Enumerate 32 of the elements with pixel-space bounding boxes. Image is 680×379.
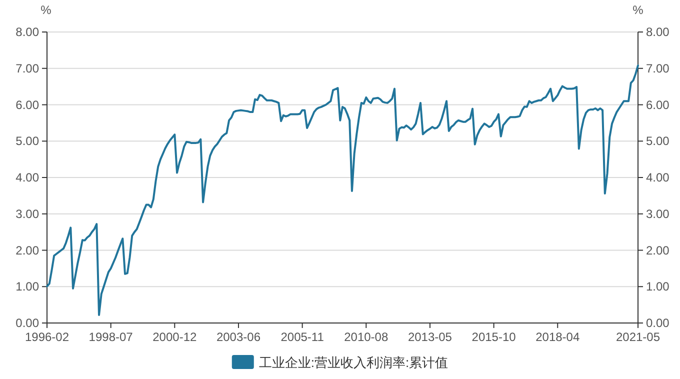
y-tick-label: 8.00 bbox=[16, 25, 40, 39]
y-tick-label: 7.00 bbox=[16, 61, 40, 76]
x-tick-label: 2005-11 bbox=[280, 330, 324, 344]
y2-tick-label: 5.00 bbox=[646, 134, 670, 148]
x-tick-label: 2021-05 bbox=[616, 330, 660, 344]
y-axis-title: % bbox=[40, 3, 52, 17]
x-tick-label: 1998-07 bbox=[88, 330, 134, 344]
y-tick-label: 5.00 bbox=[16, 134, 40, 148]
x-tick-label: 2013-05 bbox=[408, 330, 452, 344]
y2-tick-label: 8.00 bbox=[646, 25, 670, 39]
line-series bbox=[46, 64, 639, 316]
y2-axis-title: % bbox=[632, 3, 644, 17]
y2-tick-label: 2.00 bbox=[646, 243, 670, 258]
y-tick-label: 6.00 bbox=[16, 98, 40, 112]
x-tick-label: 2018-04 bbox=[536, 330, 580, 344]
x-tick-label: 2000-12 bbox=[152, 330, 197, 344]
y2-tick-label: 7.00 bbox=[646, 61, 670, 76]
y-tick-label: 2.00 bbox=[16, 243, 40, 258]
y-tick-label: 1.00 bbox=[16, 280, 40, 294]
y2-tick-label: 0.00 bbox=[646, 316, 670, 330]
legend-label: 工业企业:营业收入利润率:累计值 bbox=[258, 355, 448, 370]
y-tick-label: 3.00 bbox=[16, 206, 40, 221]
y2-tick-label: 6.00 bbox=[646, 98, 670, 112]
y-tick-label: 4.00 bbox=[16, 170, 40, 184]
x-tick-label: 2015-10 bbox=[472, 330, 516, 344]
y2-tick-label: 1.00 bbox=[646, 280, 670, 294]
x-tick-label: 1996-02 bbox=[24, 330, 70, 344]
x-tick-label: 2010-08 bbox=[344, 330, 388, 344]
y2-tick-label: 4.00 bbox=[646, 170, 670, 184]
y2-tick-label: 3.00 bbox=[646, 206, 670, 221]
x-tick-label: 2003-06 bbox=[216, 330, 261, 344]
y-tick-label: 0.00 bbox=[16, 316, 40, 330]
